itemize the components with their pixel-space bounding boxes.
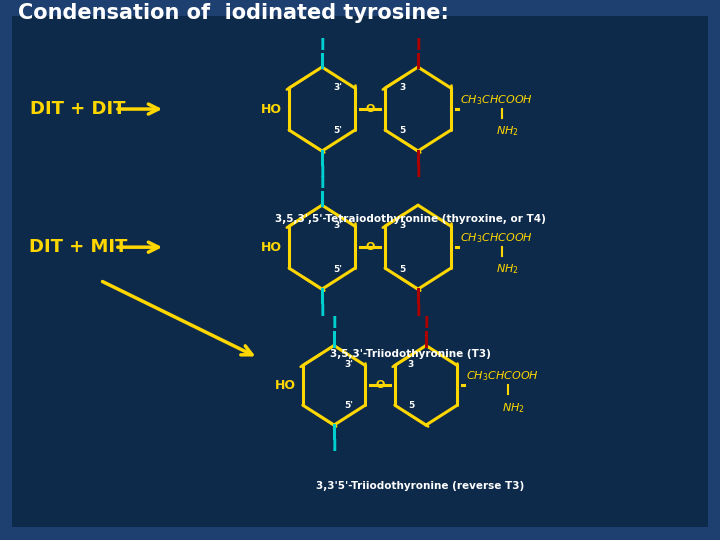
Text: 3': 3' <box>333 221 343 230</box>
Text: I: I <box>319 165 325 180</box>
Text: 5: 5 <box>408 401 414 410</box>
Text: $NH_2$: $NH_2$ <box>496 262 519 276</box>
Text: 3,5,3',5'-Tetraiodothyronine (thyroxine, or T4): 3,5,3',5'-Tetraiodothyronine (thyroxine,… <box>274 214 546 224</box>
Text: 3: 3 <box>399 221 405 230</box>
Text: O: O <box>365 242 374 252</box>
Text: I: I <box>331 440 337 455</box>
Text: 5': 5' <box>333 265 343 274</box>
Text: I: I <box>415 38 420 53</box>
Text: 5': 5' <box>345 401 354 410</box>
FancyBboxPatch shape <box>12 16 708 526</box>
Text: 3: 3 <box>408 360 414 369</box>
Text: I: I <box>423 316 429 331</box>
Text: 3': 3' <box>333 83 343 92</box>
Text: O: O <box>365 104 374 114</box>
Text: I: I <box>319 303 325 319</box>
Text: $CH_3CHCOOH$: $CH_3CHCOOH$ <box>466 369 539 383</box>
Text: HO: HO <box>261 241 282 254</box>
Text: $CH_3CHCOOH$: $CH_3CHCOOH$ <box>460 231 533 245</box>
Text: Condensation of  iodinated tyrosine:: Condensation of iodinated tyrosine: <box>18 3 449 23</box>
Text: $NH_2$: $NH_2$ <box>496 125 519 138</box>
Text: I: I <box>331 316 337 331</box>
Text: I: I <box>415 303 420 319</box>
Text: DIT + DIT: DIT + DIT <box>30 100 126 118</box>
Text: 5': 5' <box>333 126 343 136</box>
Text: I: I <box>415 165 420 180</box>
Text: DIT + MIT: DIT + MIT <box>29 238 127 256</box>
Text: 3': 3' <box>345 360 354 369</box>
Text: O: O <box>375 380 384 390</box>
Text: 3,3'5'-Triiodothyronine (reverse T3): 3,3'5'-Triiodothyronine (reverse T3) <box>316 482 524 491</box>
Text: I: I <box>319 176 325 191</box>
Text: 5: 5 <box>399 265 405 274</box>
Text: HO: HO <box>261 103 282 116</box>
Text: 5: 5 <box>399 126 405 136</box>
Text: HO: HO <box>275 379 296 392</box>
Text: 3: 3 <box>399 83 405 92</box>
Text: $NH_2$: $NH_2$ <box>502 401 525 415</box>
Text: $CH_3CHCOOH$: $CH_3CHCOOH$ <box>460 93 533 107</box>
Text: 3,5,3'-Triiodothyronine (T3): 3,5,3'-Triiodothyronine (T3) <box>330 349 490 359</box>
Text: I: I <box>319 38 325 53</box>
